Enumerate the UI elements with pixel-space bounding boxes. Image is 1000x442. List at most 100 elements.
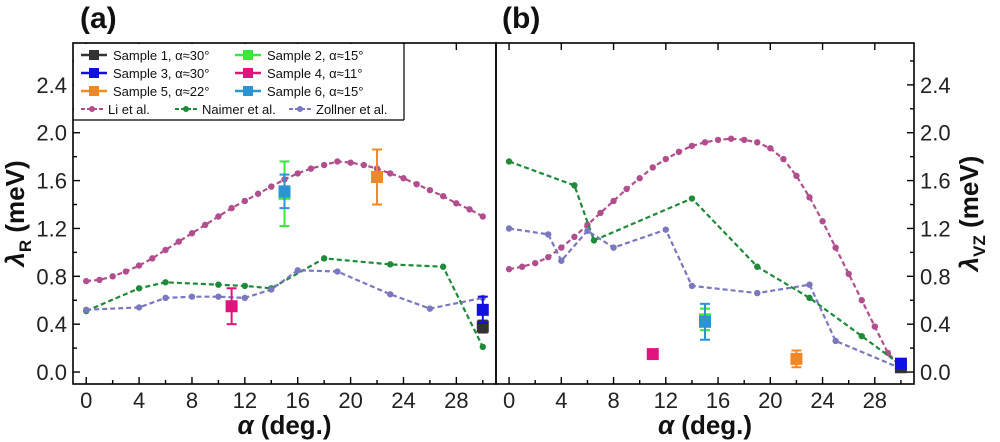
series-point: [649, 164, 656, 171]
x-tick-label: 0: [80, 388, 92, 413]
series-point: [162, 294, 169, 302]
series-point: [636, 175, 643, 182]
x-axis-symbol: α: [237, 410, 255, 440]
x-tick-label: 12: [233, 388, 257, 413]
series-point: [806, 194, 813, 201]
y-axis-title: λVZ (meV): [954, 156, 989, 274]
series-point: [740, 136, 748, 144]
legend-label: Sample 3, α≈30°: [113, 66, 209, 81]
series-point: [754, 289, 761, 297]
series-point: [188, 293, 196, 300]
y-axis-subscript: R: [16, 240, 35, 252]
series-point: [806, 281, 813, 288]
panel-label: (a): [80, 2, 117, 35]
series-point: [334, 158, 341, 165]
series-point: [387, 170, 394, 177]
series-point: [96, 276, 103, 284]
series-point: [215, 213, 222, 220]
panel-a: (a) 0 4 8 12 16 20 24 28 0.0 0.4 0.8 1.2 1.6 2.0 2.4 α (…: [0, 2, 497, 440]
legend-label: Li et al.: [108, 102, 150, 117]
series-point: [688, 142, 696, 150]
series-point: [545, 231, 552, 238]
legend-swatch-marker: [89, 50, 99, 60]
legend-label: Naimer et al.: [202, 102, 276, 117]
sample-marker-sample-4: [646, 348, 659, 361]
series-point: [714, 136, 722, 144]
series-point: [571, 182, 578, 189]
x-tick-label: 20: [758, 388, 782, 413]
series-point: [413, 180, 420, 188]
series-point: [793, 172, 800, 180]
x-tick-label: 24: [810, 388, 834, 413]
series-point: [531, 259, 539, 267]
series-point: [215, 293, 222, 300]
series-point: [610, 244, 617, 251]
series-line-zollner-et-al-: [508, 227, 902, 370]
y-tick-label: 0.0: [36, 360, 67, 385]
legend-label: Sample 4, α≈11°: [267, 66, 363, 81]
x-tick-label: 16: [285, 388, 309, 413]
series-point: [320, 255, 328, 262]
series-point: [135, 285, 143, 292]
series-point: [754, 263, 761, 270]
legend-swatch-marker: [243, 50, 253, 60]
series-point: [505, 265, 513, 273]
series-point: [254, 190, 262, 197]
series-point: [688, 195, 696, 202]
sample-marker-sample-3: [894, 357, 907, 370]
sample-marker-sample-5: [790, 352, 803, 365]
x-tick-label: 24: [391, 388, 415, 413]
series-point: [387, 291, 394, 298]
series-point: [858, 297, 865, 304]
sample-marker-sample-6: [699, 315, 711, 328]
series-point: [662, 155, 670, 163]
series-point: [590, 237, 598, 244]
series-point: [754, 139, 761, 146]
y-tick-label: 1.2: [920, 216, 951, 241]
series-point: [188, 230, 196, 237]
series-point: [439, 263, 447, 270]
series-point: [387, 261, 394, 268]
series-point: [623, 185, 630, 193]
series-point: [109, 273, 116, 280]
legend: Sample 1, α≈30° Sample 2, α≈15° Sample 3, …: [73, 43, 405, 121]
y-tick-label: 2.0: [920, 121, 951, 146]
panel-b: (b) 0 4 8 12 16 20 24 28 0.0 0.4 0.8 1.2 1.6 2.0 2.4 α (…: [495, 2, 989, 440]
series-point: [871, 323, 879, 330]
series-point: [662, 226, 670, 233]
legend-swatch-marker: [183, 106, 189, 112]
x-tick-label: 12: [654, 388, 678, 413]
y-tick-label: 2.4: [920, 73, 951, 98]
series-point: [307, 165, 315, 172]
x-tick-label: 20: [338, 388, 362, 413]
y-tick-label: 0.4: [920, 312, 951, 337]
y-tick-label: 0.8: [36, 264, 67, 289]
series-point: [426, 305, 434, 312]
series-point: [294, 267, 301, 274]
sample-marker-sample-6: [278, 185, 291, 198]
series-point: [518, 263, 526, 270]
series-point: [268, 183, 275, 190]
series-point: [175, 238, 182, 245]
series-point: [347, 159, 354, 166]
series-point: [400, 175, 407, 182]
series-point: [832, 244, 839, 251]
legend-label: Sample 1, α≈30°: [113, 48, 209, 63]
series-point: [558, 244, 565, 251]
series-point: [135, 304, 143, 311]
series-point: [334, 268, 341, 275]
series-point: [479, 343, 486, 351]
series-point: [426, 186, 434, 194]
x-axis-unit: (deg.): [254, 410, 332, 440]
series-point: [545, 253, 552, 261]
series-point: [571, 233, 578, 241]
x-tick-label: 4: [555, 388, 567, 413]
series-point: [215, 281, 222, 288]
legend-swatch-marker: [297, 106, 303, 112]
x-tick-label: 28: [863, 388, 887, 413]
series-point: [135, 262, 143, 269]
series-point: [466, 206, 473, 213]
series-point: [201, 221, 209, 229]
series-point: [597, 209, 604, 217]
